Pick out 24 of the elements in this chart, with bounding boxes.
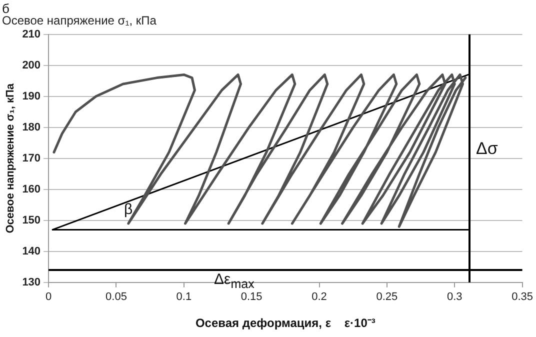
y-tick-label: 170	[22, 152, 41, 164]
chart-title: Осевое напряжение σ₁, кПа	[2, 14, 157, 28]
x-tick-label: 0.35	[512, 291, 534, 304]
annotation: Δε$_{max}$	[214, 271, 254, 291]
y-tick-label: 130	[22, 276, 41, 288]
annotation: β	[124, 201, 133, 218]
annotation: Δσ	[476, 139, 498, 158]
y-tick-label: 180	[22, 121, 41, 134]
x-axis-title: Осевая деформация, ε ε·10⁻³	[195, 316, 376, 330]
y-tick-label: 140	[22, 245, 41, 258]
x-tick-label: 0.15	[240, 291, 262, 304]
y-axis-title: Осевое напряжение σ₁, кПа	[4, 82, 17, 234]
y-tick-label: 160	[22, 183, 41, 196]
y-tick-label: 200	[22, 59, 41, 72]
y-tick-label: 150	[22, 214, 41, 226]
x-tick-label: 0.05	[106, 291, 127, 304]
x-tick-label: 0.25	[376, 291, 398, 304]
y-tick-label: 210	[22, 28, 41, 40]
x-tick-label: 0.2	[312, 291, 327, 304]
y-tick-label: 190	[22, 90, 41, 102]
x-tick-label: 0	[45, 291, 52, 304]
x-tick-label: 0.3	[446, 291, 462, 304]
x-tick-label: 0.1	[176, 291, 192, 304]
text: б	[2, 1, 10, 16]
